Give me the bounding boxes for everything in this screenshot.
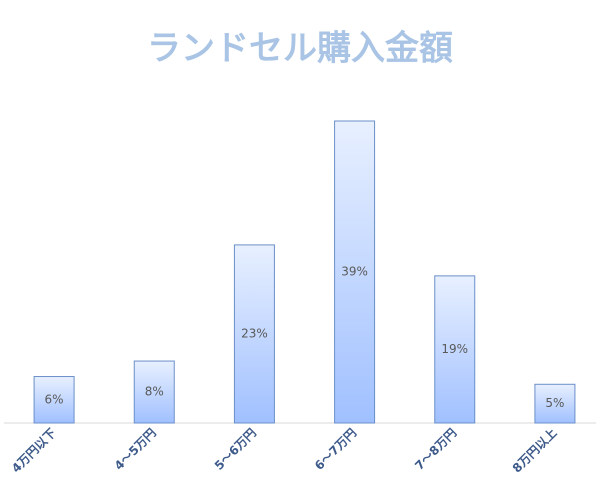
- bar: [133, 360, 175, 424]
- bar: [33, 376, 75, 424]
- bar: [434, 275, 476, 424]
- data-label: 6%: [45, 392, 64, 406]
- data-label: 19%: [441, 342, 468, 356]
- bar: [534, 383, 576, 424]
- x-tick-label: 7～8万円: [412, 426, 459, 473]
- data-label: 39%: [341, 265, 368, 279]
- x-tick-label: 6～7万円: [312, 426, 359, 473]
- data-label: 8%: [145, 385, 164, 399]
- x-tick-label: 8万円以上: [509, 425, 559, 475]
- bar: [233, 244, 275, 424]
- x-tick-label: 4～5万円: [112, 426, 159, 473]
- x-tick-label: 5～6万円: [212, 426, 259, 473]
- x-tick-label: 4万円以下: [9, 426, 59, 476]
- data-label: 5%: [545, 396, 564, 410]
- data-label: 23%: [241, 326, 268, 340]
- bar: [334, 120, 376, 424]
- chart-title: ランドセル購入金額: [147, 29, 453, 69]
